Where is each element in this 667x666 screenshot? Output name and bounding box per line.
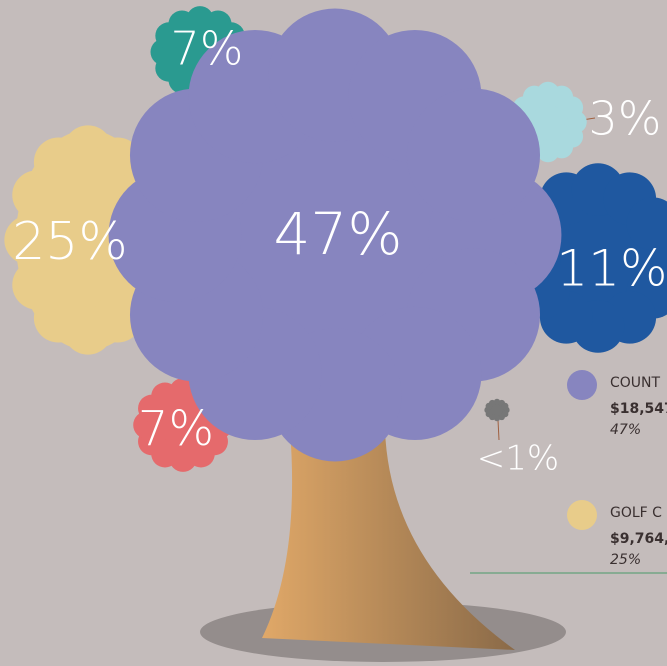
percent-label: 11%: [556, 240, 667, 298]
trunk: [262, 430, 515, 650]
blob-lobe: [626, 197, 667, 251]
legend-amount: $9,764,: [610, 531, 667, 547]
blob: [108, 8, 562, 462]
percent-label: 47%: [274, 200, 403, 268]
blob-lobe: [560, 96, 584, 119]
blobs: [4, 6, 667, 472]
blob-lobe: [4, 215, 54, 265]
blob-lobe: [501, 402, 509, 410]
blob-lobe: [12, 260, 62, 310]
legend-swatch: [567, 500, 597, 530]
percent-label: 3%: [589, 92, 662, 146]
blob: [484, 398, 510, 422]
percent-label: 7%: [138, 401, 214, 457]
blob-lobe: [406, 88, 541, 222]
legend: COUNT $18,547 47% GOLF C $9,764, 25%: [567, 370, 667, 568]
legend-name: COUNT: [610, 375, 661, 391]
legend-swatch: [567, 370, 597, 400]
blob: [4, 125, 172, 355]
percent-label: <1%: [477, 439, 559, 479]
legend-name: GOLF C: [610, 505, 662, 521]
legend-share: 47%: [610, 422, 641, 438]
legend-share: 25%: [610, 552, 641, 568]
labels: 7% 3% 11% 25% 7% <1% 47%: [12, 22, 667, 479]
percent-label: 25%: [12, 212, 128, 272]
percent-label: 7%: [171, 22, 244, 76]
connector: [497, 419, 500, 441]
legend-amount: $18,547: [610, 401, 667, 417]
